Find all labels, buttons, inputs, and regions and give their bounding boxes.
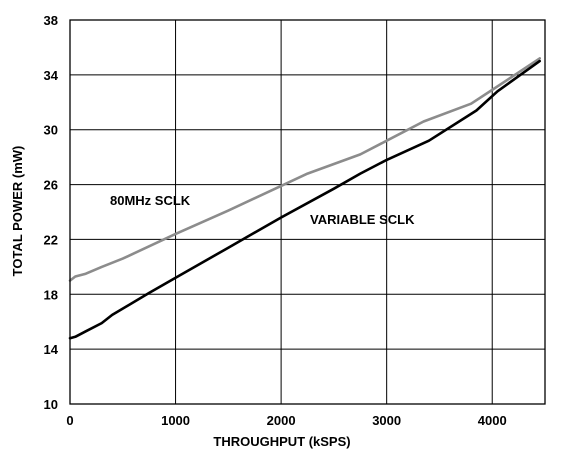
series-lines xyxy=(68,57,541,340)
annotation-variable-sclk: VARIABLE SCLK xyxy=(310,212,415,227)
grid xyxy=(70,20,545,404)
annotation-80mhz-sclk: 80MHz SCLK xyxy=(110,193,191,208)
y-tick-labels: 10 14 18 22 26 30 34 38 xyxy=(44,13,59,412)
series-line-80mhz-sclk xyxy=(68,57,541,282)
y-tick-label: 14 xyxy=(44,342,59,357)
y-tick-label: 38 xyxy=(44,13,58,28)
x-tick-labels: 0 1000 2000 3000 4000 xyxy=(66,413,506,428)
x-tick-label: 3000 xyxy=(372,413,401,428)
x-axis-label: THROUGHPUT (kSPS) xyxy=(213,434,350,449)
y-tick-label: 34 xyxy=(44,68,59,83)
plot-frame xyxy=(69,19,546,405)
y-tick-label: 22 xyxy=(44,232,58,247)
x-tick-label: 1000 xyxy=(161,413,190,428)
y-axis-label: TOTAL POWER (mW) xyxy=(10,146,25,277)
series-line-variable-sclk xyxy=(68,59,541,340)
x-tick-label: 0 xyxy=(66,413,73,428)
x-tick-label: 4000 xyxy=(478,413,507,428)
y-tick-label: 10 xyxy=(44,397,58,412)
x-tick-label: 2000 xyxy=(267,413,296,428)
y-tick-label: 26 xyxy=(44,178,58,193)
y-tick-label: 30 xyxy=(44,123,58,138)
y-tick-label: 18 xyxy=(44,287,58,302)
